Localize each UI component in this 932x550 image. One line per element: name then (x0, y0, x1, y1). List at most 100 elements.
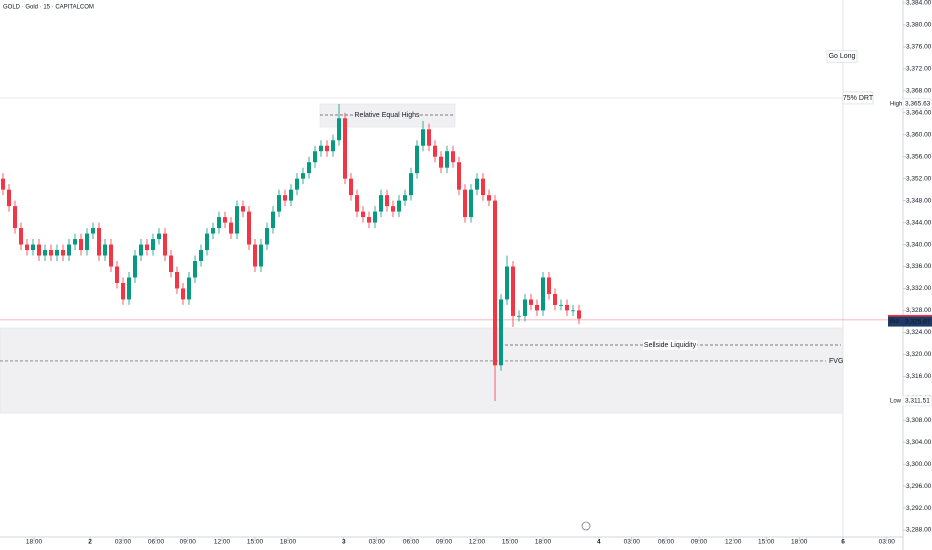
candle-body (379, 195, 383, 212)
price-marker-name: High (890, 101, 902, 107)
candle-body (373, 211, 377, 223)
candle-body (469, 189, 473, 218)
y-tick-label: 3,308.00 (906, 417, 932, 424)
go-long-label: Go Long (829, 53, 856, 60)
y-tick-label: 3,356.00 (906, 153, 932, 160)
candle-body (307, 162, 311, 174)
candle-body (97, 228, 101, 256)
y-tick-label: 3,288.00 (906, 527, 932, 534)
candle-body (61, 250, 65, 256)
candle-body (13, 206, 17, 229)
x-tick-label: 12:00 (725, 539, 742, 546)
y-tick-label: 3,296.00 (906, 483, 932, 490)
candle-body (211, 228, 215, 234)
price-marker-box (902, 395, 932, 407)
y-tick-label: 3,332.00 (906, 285, 932, 292)
candle-body (205, 233, 209, 251)
candle-body (367, 217, 371, 223)
candle-body (409, 173, 413, 196)
candle-body (37, 244, 41, 256)
candle-body (415, 145, 419, 174)
candle-body (319, 145, 323, 152)
candle-body (445, 151, 449, 168)
candle-body (73, 239, 77, 245)
candle-body (175, 271, 179, 289)
price-marker-box (902, 98, 932, 110)
equal-highs-label-bg (354, 109, 420, 120)
candle-body (271, 211, 275, 229)
candle-body (577, 310, 581, 319)
candle-body (163, 233, 167, 256)
y-tick-label: 3,384.00 (906, 0, 932, 7)
y-tick-label: 3,300.00 (906, 461, 932, 468)
candle-body (259, 244, 263, 267)
candle-body (145, 244, 149, 251)
sellside-label-bg (643, 340, 697, 351)
candle-body (331, 140, 335, 152)
candle-body (133, 255, 137, 278)
candle-body (217, 217, 221, 229)
candle-body (553, 293, 557, 305)
candle-body (313, 151, 317, 163)
candle-body (127, 277, 131, 300)
candle-body (7, 189, 11, 207)
candle-body (241, 206, 245, 212)
candle-body (397, 200, 401, 212)
candle-body (433, 145, 437, 157)
y-tick-label: 3,324.00 (906, 329, 932, 336)
candle-body (295, 178, 299, 190)
candle-body (535, 304, 539, 311)
candle-body (325, 145, 329, 152)
price-marker-name-box (888, 395, 903, 406)
event-icon[interactable] (581, 521, 591, 531)
x-tick-label: 09:00 (691, 539, 708, 546)
candle-body (181, 288, 185, 300)
y-tick-label: 3,372.00 (906, 66, 932, 73)
candle-body (493, 200, 497, 366)
candle-body (169, 255, 173, 272)
x-tick-label: 15:00 (247, 539, 264, 546)
x-tick-label: 03:00 (624, 539, 641, 546)
drt-label-box (842, 91, 874, 105)
price-marker-name-box (888, 98, 903, 109)
candle-body (439, 156, 443, 168)
x-tick-label: 03:00 (879, 539, 896, 546)
price-marker-value: 3,311.51 (905, 398, 930, 405)
candle-body (571, 310, 575, 312)
x-tick-label: 06:00 (403, 539, 420, 546)
drt-label: 75% DRT (843, 95, 874, 102)
x-tick-label: 4 (597, 539, 601, 546)
go-long-box (826, 49, 858, 63)
candle-body (547, 277, 551, 294)
candle-body (79, 239, 83, 251)
equal-highs-label: Relative Equal Highs (355, 112, 420, 119)
y-tick-label: 3,328.00 (906, 307, 932, 314)
candle-body (337, 118, 341, 141)
x-tick-label: 12:00 (214, 539, 231, 546)
candle-body (289, 189, 293, 201)
y-tick-label: 3,340.00 (906, 241, 932, 248)
candle-body (193, 261, 197, 278)
candle-body (505, 266, 509, 300)
candle-body (223, 217, 227, 223)
candle-body (139, 244, 143, 256)
x-tick-label: 18:00 (280, 539, 297, 546)
candle-body (283, 195, 287, 201)
candle-body (49, 250, 53, 256)
candle-body (427, 129, 431, 146)
candle-body (265, 228, 269, 245)
x-tick-label: 18:00 (26, 539, 43, 546)
candle-body (19, 228, 23, 245)
price-marker-value: 3,365.63 (905, 101, 931, 108)
candle-body (463, 189, 467, 218)
x-tick-label: 2 (88, 539, 92, 546)
x-tick-label: 09:00 (180, 539, 197, 546)
candle-body (421, 129, 425, 146)
candle-body (343, 118, 347, 179)
candle-body (565, 304, 569, 311)
y-tick-label: 3,376.00 (906, 44, 932, 51)
candle-body (85, 233, 89, 251)
candle-body (517, 315, 521, 317)
fvg-label: FVG (829, 358, 843, 365)
